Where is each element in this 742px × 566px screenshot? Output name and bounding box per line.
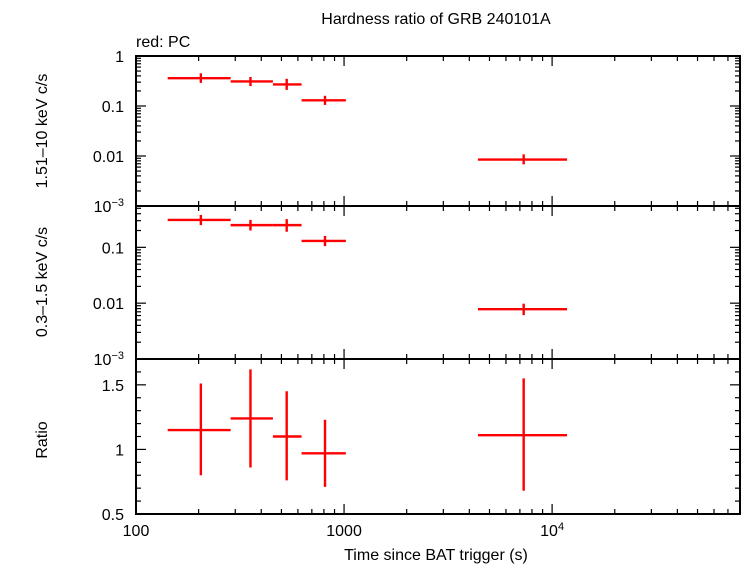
panel-frame	[135, 358, 741, 515]
y-tick-label: 0.01	[93, 149, 124, 166]
panel-2: 0.1 0.01 10−3 0.3–1.5 keV c/s	[34, 205, 741, 369]
panel-1: 1 0.1 0.01 10−3 1.51–10 keV c/s	[34, 49, 741, 216]
data-point	[230, 369, 273, 468]
y-tick-label: 0.5	[102, 507, 124, 524]
y-tick-label: 1	[115, 49, 124, 66]
data-point	[167, 214, 231, 226]
series-annotation: red: PC	[136, 34, 190, 51]
chart-title: Hardness ratio of GRB 240101A	[321, 11, 551, 28]
y-tick-label: 10−3	[94, 197, 124, 216]
x-tick-label: 104	[540, 521, 564, 540]
y-axis-label-soft: 0.3–1.5 keV c/s	[34, 227, 51, 337]
y-axis-label-hard: 1.51–10 keV c/s	[34, 74, 51, 189]
data-point	[477, 378, 568, 491]
data-point	[477, 154, 568, 165]
data-point	[272, 78, 302, 90]
y-tick-label: 1	[115, 442, 124, 459]
panel-frame	[135, 205, 741, 360]
y-tick-label: 1.5	[102, 378, 124, 395]
x-tick-label: 100	[123, 523, 150, 540]
data-point	[230, 77, 273, 87]
data-point	[301, 95, 346, 105]
x-tick-label: 1000	[326, 523, 362, 540]
data-point	[301, 419, 346, 487]
x-axis-label: Time since BAT trigger (s)	[344, 547, 528, 564]
panel-3: 1.5 1 0.5 Ratio	[34, 358, 741, 524]
data-point	[167, 383, 231, 476]
y-tick-label: 10−3	[94, 350, 124, 369]
y-tick-label: 0.1	[102, 99, 124, 116]
y-tick-label: 0.01	[93, 296, 124, 313]
data-point	[272, 391, 302, 481]
y-tick-label: 0.1	[102, 240, 124, 257]
data-point	[272, 219, 302, 232]
y-axis-label-ratio: Ratio	[34, 421, 51, 458]
data-point	[477, 303, 568, 316]
data-point	[230, 219, 273, 231]
data-point	[167, 73, 231, 83]
data-point	[301, 235, 346, 247]
